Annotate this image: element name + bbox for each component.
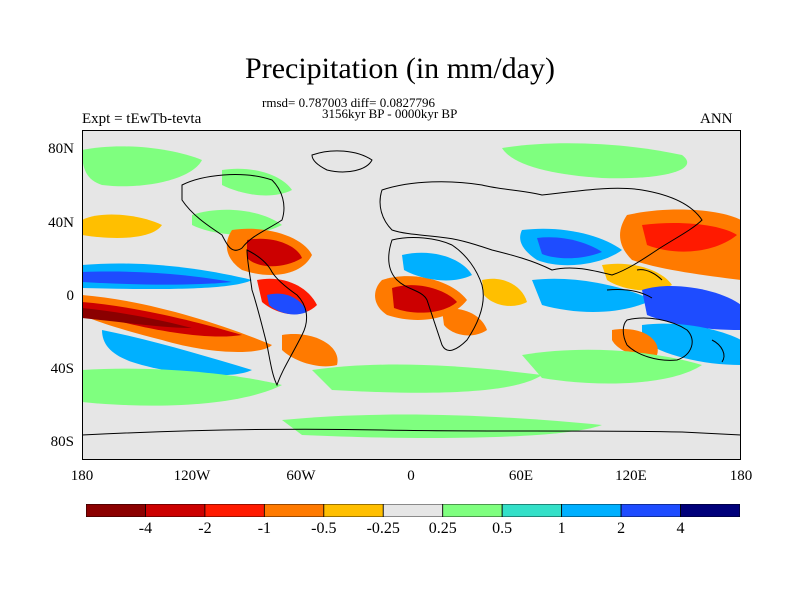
colorbar-cell (501, 504, 563, 517)
colorbar-label: 2 (617, 520, 626, 537)
lat-tick-80S: 80S (50, 434, 74, 450)
lat-tick-40S: 40S (50, 361, 74, 377)
map-frame (82, 130, 741, 460)
stats-subtitle: rmsd= 0.787003 diff= 0.0827796 (262, 95, 435, 110)
colorbar-label: -0.5 (311, 520, 337, 537)
colorbar-label: 0.5 (492, 520, 513, 537)
plot-title: Precipitation (in mm/day) (245, 52, 555, 85)
colorbar-label: -0.25 (366, 520, 400, 537)
lon-tick-180E: 180 (729, 468, 753, 484)
colorbar-cell (145, 504, 206, 517)
lon-tick-120W: 120W (173, 468, 211, 484)
precipitation-map (82, 130, 741, 460)
colorbar-cell (382, 504, 444, 517)
continent-outlines (82, 150, 741, 436)
colorbar-cell (442, 504, 503, 517)
colorbar-cell (323, 504, 384, 517)
colorbar-label: -4 (138, 520, 153, 537)
colorbar-cell (86, 504, 146, 517)
lat-tick-80N: 80N (48, 141, 74, 157)
colorbar (86, 504, 740, 517)
lon-tick-0: 0 (407, 468, 415, 484)
colorbar-cell (680, 504, 740, 517)
colorbar-label: -1 (257, 520, 272, 537)
season-label: ANN (700, 111, 733, 127)
colorbar-cell (620, 504, 681, 517)
lon-tick-120E: 120E (615, 468, 647, 484)
lon-tick-60W: 60W (286, 468, 316, 484)
colorbar-label: -2 (198, 520, 212, 537)
colorbar-cell (263, 504, 325, 517)
lat-tick-0: 0 (66, 288, 75, 304)
colorbar-label: 0.25 (428, 520, 457, 537)
experiment-label: Expt = tEwTb-tevta (82, 111, 202, 127)
colorbar-label: 1 (557, 520, 566, 537)
lon-tick-60E: 60E (508, 468, 534, 484)
colorbar-cell (561, 504, 622, 517)
lon-tick-180W: 180 (70, 468, 94, 484)
colorbar-cell (204, 504, 265, 517)
anomaly-fields (82, 143, 741, 438)
lat-tick-40N: 40N (48, 215, 74, 231)
period-subtitle: 3156kyr BP - 0000kyr BP (322, 106, 458, 121)
colorbar-label: 4 (676, 520, 685, 537)
